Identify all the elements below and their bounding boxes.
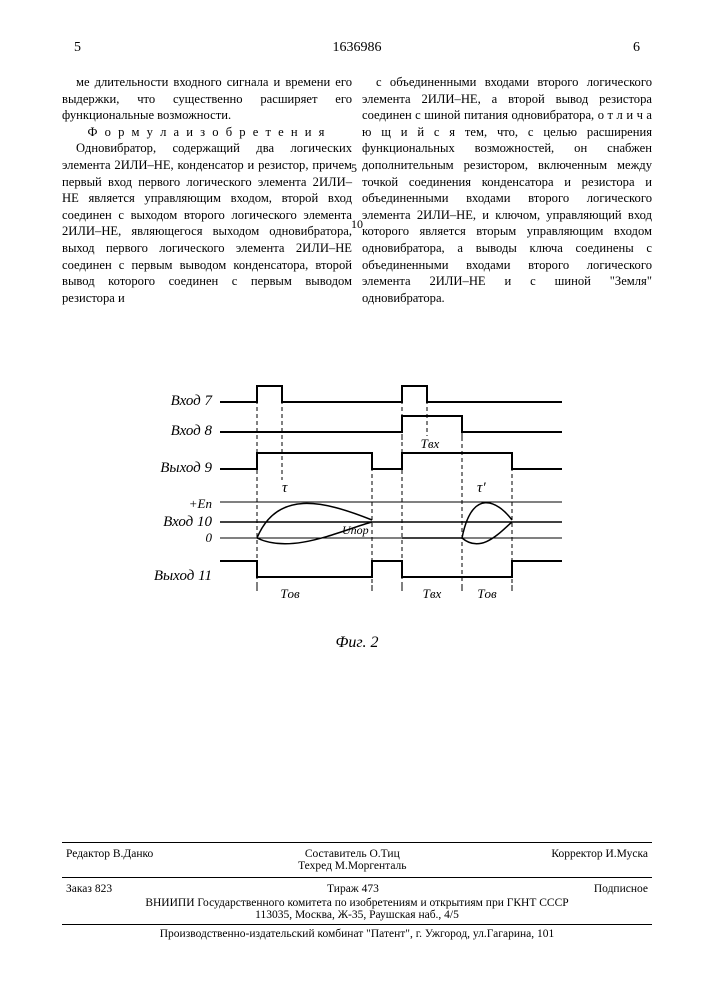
figure-2: Вход 7 Вход 8 Tвх Выход 9 +Eп Вход 10 0 … xyxy=(62,380,652,652)
unop-label: Uпор xyxy=(342,523,369,537)
sig-label-10: Вход 10 xyxy=(163,514,212,530)
tau-prime-label: τ′ xyxy=(477,480,486,496)
figure-caption: Фиг. 2 xyxy=(62,634,652,652)
publisher-org: ВНИИПИ Государственного комитета по изоб… xyxy=(62,897,652,909)
ep-label: +Eп xyxy=(189,496,212,511)
line-number-gutter: 5 10 xyxy=(351,140,363,252)
page-header: 5 1636986 6 xyxy=(62,40,652,56)
claim-lead-in: ме длительности входного сигнала и време… xyxy=(62,74,352,124)
subscription-cell: Подписное xyxy=(594,883,648,895)
t-vx-label-1: Tвх xyxy=(421,436,440,451)
center-credits: Составитель О.Тиц Техред М.Моргенталь xyxy=(298,848,406,872)
claim-body-right: с объединенными входами второго логическ… xyxy=(362,74,652,307)
t-ov-label-1: Tов xyxy=(280,586,300,601)
publisher-address: 113035, Москва, Ж-35, Раушская наб., 4/5 xyxy=(62,909,652,921)
claims-heading: Ф о р м у л а и з о б р е т е н и я xyxy=(62,124,352,141)
sig-label-8: Вход 8 xyxy=(171,423,213,439)
left-column: ме длительности входного сигнала и време… xyxy=(62,74,352,307)
right-column: с объединенными входами второго логическ… xyxy=(362,74,652,307)
claim-body-left: Одновибратор, содержащий два логических … xyxy=(62,140,352,306)
corrector-cell: Корректор И.Муска xyxy=(551,848,648,872)
editor-cell: Редактор В.Данко xyxy=(66,848,153,872)
line-marker: 5 xyxy=(351,140,363,196)
t-ov-label-2: Tов xyxy=(477,586,497,601)
line-marker: 10 xyxy=(351,196,363,252)
t-vx-label-2: Tвх xyxy=(423,586,442,601)
page-number-left: 5 xyxy=(74,40,81,56)
sig-label-7: Вход 7 xyxy=(171,393,214,409)
colophon: Редактор В.Данко Составитель О.Тиц Техре… xyxy=(62,839,652,940)
sig-label-11: Выход 11 xyxy=(154,568,212,584)
tau-label: τ xyxy=(282,480,288,496)
order-cell: Заказ 823 xyxy=(66,883,112,895)
zero-label: 0 xyxy=(206,530,213,545)
sig-label-9: Выход 9 xyxy=(160,460,212,476)
page-number-right: 6 xyxy=(633,40,640,56)
timing-diagram-svg: Вход 7 Вход 8 Tвх Выход 9 +Eп Вход 10 0 … xyxy=(142,380,572,630)
printing-house: Производственно-издательский комбинат "П… xyxy=(62,928,652,940)
print-run-cell: Тираж 473 xyxy=(327,883,379,895)
patent-number: 1636986 xyxy=(333,40,382,56)
